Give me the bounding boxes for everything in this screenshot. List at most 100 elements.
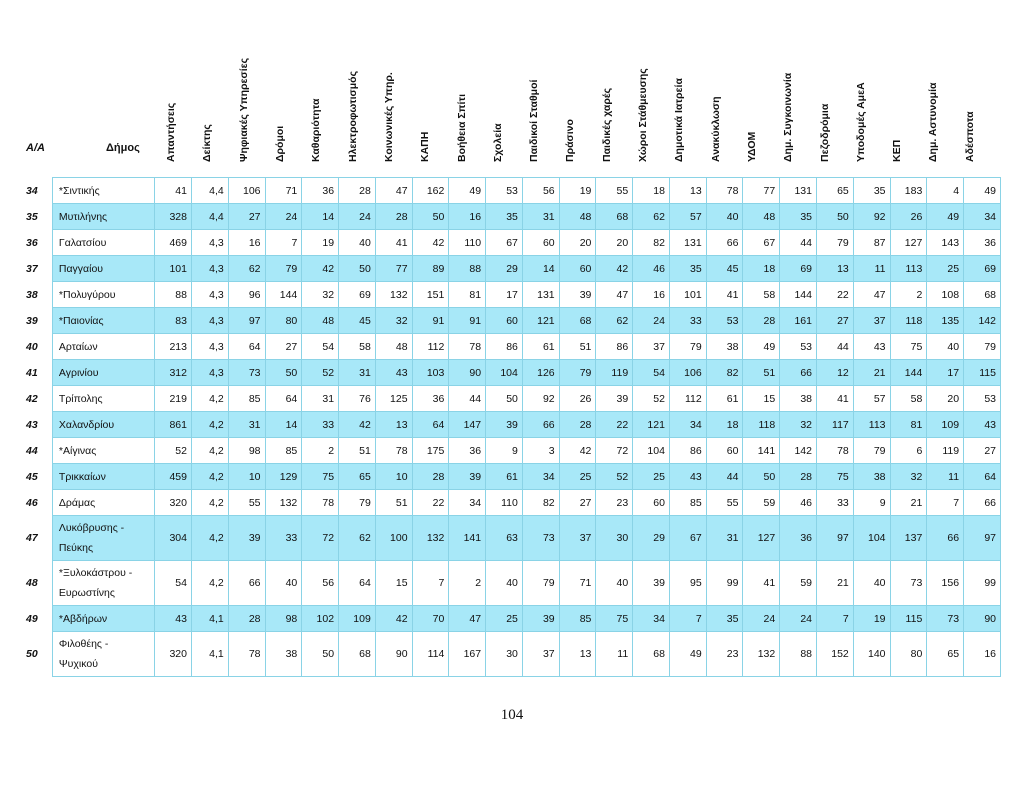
- table-cell: 67: [485, 229, 523, 256]
- table-cell: 88: [779, 631, 817, 677]
- table-cell: 38: [852, 463, 891, 490]
- table-cell: 64: [227, 333, 266, 360]
- table-cell: 60: [558, 255, 597, 282]
- table-cell: 69: [779, 255, 817, 282]
- table-cell: 119: [926, 437, 965, 464]
- table-cell: 113: [852, 411, 891, 438]
- table-cell: 85: [264, 437, 303, 464]
- table-cell: 41: [374, 229, 413, 256]
- table-cell: 52: [154, 437, 192, 464]
- column-header: Υποδομές ΑμεΑ: [843, 44, 879, 174]
- table-cell: 16: [448, 203, 487, 230]
- table-cell: 102: [301, 605, 340, 632]
- table-cell: 4,2: [190, 411, 229, 438]
- table-cell: 861: [154, 411, 192, 438]
- table-cell: 135: [926, 307, 965, 334]
- table-cell: 47: [448, 605, 487, 632]
- table-cell: 144: [779, 281, 817, 308]
- table-cell: 68: [558, 307, 597, 334]
- column-header: Σχολεία: [480, 44, 516, 174]
- table-cell: 33: [301, 411, 340, 438]
- table-cell: 12: [816, 359, 854, 386]
- table-cell: 10: [227, 463, 266, 490]
- municipality-name: *Αβδήρων: [51, 605, 156, 632]
- table-cell: 78: [448, 333, 487, 360]
- table-cell: 13: [558, 631, 597, 677]
- table-cell: 167: [448, 631, 487, 677]
- table-cell: 21: [816, 560, 854, 606]
- table-cell: 37: [852, 307, 891, 334]
- table-cell: 33: [668, 307, 707, 334]
- table-row: 39 *Παιονίας 83 4,3 97 80 48 45 32 91 91 60 121 68 62 2…: [20, 307, 1001, 334]
- table-cell: 83: [154, 307, 192, 334]
- table-cell: 2: [889, 281, 928, 308]
- table-cell: 28: [742, 307, 781, 334]
- page-number: 104: [500, 707, 524, 723]
- table-cell: 132: [264, 489, 303, 516]
- table-cell: 151: [411, 281, 450, 308]
- table-cell: 34: [521, 463, 560, 490]
- table-cell: 36: [301, 177, 340, 204]
- table-cell: 97: [816, 515, 854, 561]
- table-cell: 28: [338, 177, 376, 204]
- column-header: Παιδικοί Σταθμοί: [516, 44, 552, 174]
- table-cell: 55: [705, 489, 744, 516]
- table-cell: 79: [963, 333, 1001, 360]
- table-cell: 25: [485, 605, 523, 632]
- table-cell: 79: [521, 560, 560, 606]
- table-cell: 61: [705, 385, 744, 412]
- table-cell: 92: [521, 385, 560, 412]
- table-cell: 66: [779, 359, 817, 386]
- table-cell: 51: [338, 437, 376, 464]
- table-cell: 57: [668, 203, 707, 230]
- table-cell: 78: [374, 437, 413, 464]
- table-cell: 31: [521, 203, 560, 230]
- table-cell: 48: [301, 307, 340, 334]
- table-cell: 57: [852, 385, 891, 412]
- table-cell: 19: [558, 177, 597, 204]
- table-cell: 38: [705, 333, 744, 360]
- column-header-label: Δείκτης: [201, 124, 214, 162]
- table-cell: 68: [632, 631, 670, 677]
- table-cell: 92: [852, 203, 891, 230]
- table-cell: 56: [301, 560, 340, 606]
- table-cell: 90: [963, 605, 1001, 632]
- table-cell: 50: [742, 463, 781, 490]
- column-header: Βοήθεια Σπίτι: [443, 44, 479, 174]
- column-header: Κοινωνικές Υπηρ.: [371, 44, 407, 174]
- row-index: 49: [26, 612, 38, 625]
- table-cell: 15: [742, 385, 781, 412]
- table-cell: 68: [338, 631, 376, 677]
- table-cell: 76: [338, 385, 376, 412]
- table-cell: 4,1: [190, 605, 229, 632]
- municipality-name: Λυκόβρυσης - Πεύκης: [51, 515, 156, 561]
- table-cell: 41: [705, 281, 744, 308]
- table-cell: 4,4: [190, 203, 229, 230]
- table-cell: 91: [411, 307, 450, 334]
- table-cell: 127: [742, 515, 781, 561]
- table-cell: 53: [963, 385, 1001, 412]
- table-cell: 24: [779, 605, 817, 632]
- table-cell: 183: [889, 177, 928, 204]
- table-cell: 6: [889, 437, 928, 464]
- table-cell: 86: [595, 333, 634, 360]
- table-cell: 37: [632, 333, 670, 360]
- table-cell: 4,3: [190, 307, 229, 334]
- table-cell: 23: [595, 489, 634, 516]
- municipality-name: Φιλοθέης - Ψυχικού: [51, 631, 156, 677]
- table-cell: 79: [558, 359, 597, 386]
- table-cell: 104: [632, 437, 670, 464]
- table-cell: 86: [668, 437, 707, 464]
- table-cell: 28: [779, 463, 817, 490]
- table-cell: 73: [521, 515, 560, 561]
- table-cell: 23: [705, 631, 744, 677]
- table-cell: 54: [632, 359, 670, 386]
- row-index: 50: [26, 648, 38, 660]
- table-cell: 147: [448, 411, 487, 438]
- table-cell: 41: [154, 177, 192, 204]
- table-cell: 13: [816, 255, 854, 282]
- table-cell: 140: [852, 631, 891, 677]
- table-cell: 40: [705, 203, 744, 230]
- table-cell: 42: [338, 411, 376, 438]
- table-cell: 39: [485, 411, 523, 438]
